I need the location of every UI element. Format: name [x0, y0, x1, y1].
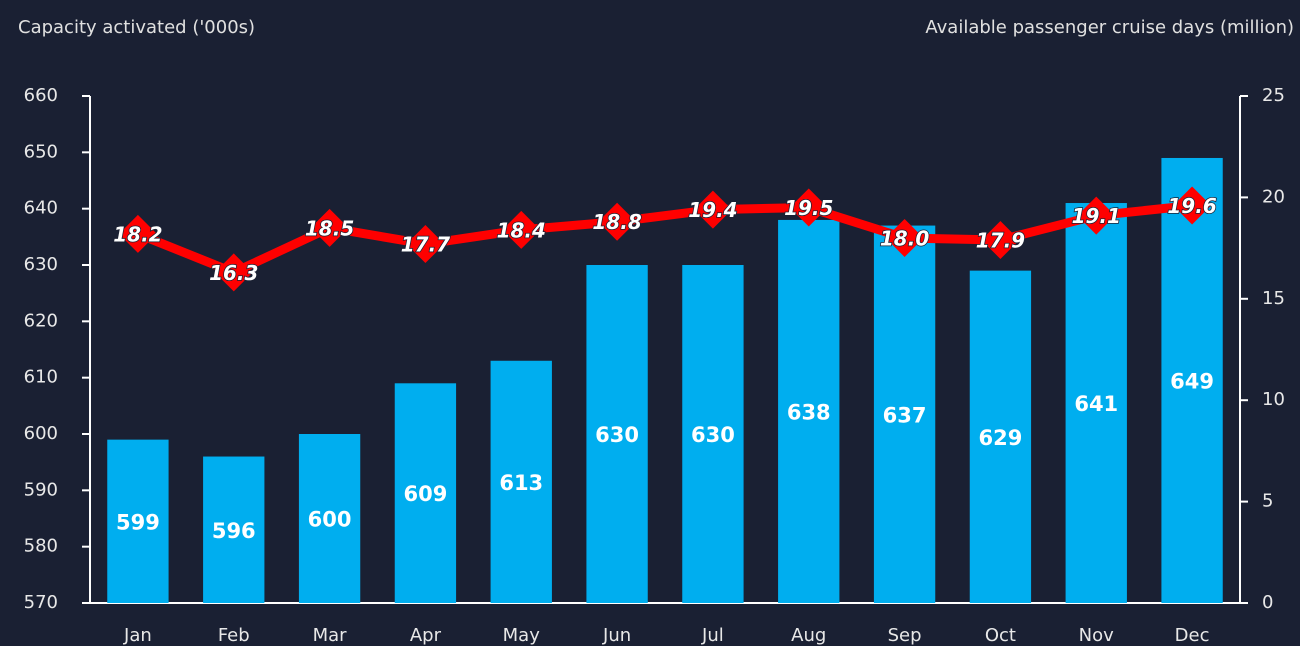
y-tick-label: 590	[24, 479, 58, 500]
line-marker	[885, 218, 924, 257]
y-tick-label: 570	[24, 592, 58, 613]
bar-value-label: 630	[691, 423, 735, 447]
bar	[490, 360, 552, 603]
y-tick-label: 580	[24, 536, 58, 557]
line-marker	[598, 202, 637, 241]
line-marker	[1173, 186, 1212, 225]
line-value-label: 18.0	[880, 226, 929, 250]
y-tick-label: 650	[24, 141, 58, 162]
bar	[873, 225, 936, 604]
y-tick-label: 660	[24, 85, 58, 106]
line-marker	[502, 210, 541, 249]
y2-tick-label: 15	[1262, 288, 1285, 309]
bar	[203, 456, 265, 603]
line-value-label: 18.2	[113, 222, 162, 246]
line-value-label: 19.5	[784, 196, 833, 220]
line-marker	[789, 188, 828, 227]
line-value-label: 16.3	[209, 261, 258, 285]
bar-value-label: 649	[1170, 369, 1214, 393]
bar	[107, 439, 169, 603]
bar-value-label: 609	[403, 482, 447, 506]
line-value-label: 18.5	[305, 216, 354, 240]
x-tick-label: May	[503, 625, 541, 646]
y-tick-label: 620	[24, 310, 58, 331]
line-value-label: 19.1	[1072, 204, 1121, 228]
line-value-label: 17.9	[976, 228, 1025, 252]
line-value-label: 17.7	[401, 233, 450, 257]
line-value-label: 18.4	[497, 218, 546, 242]
line-marker	[693, 190, 732, 229]
bar-value-label: 599	[116, 510, 160, 534]
line-marker	[118, 214, 157, 253]
x-tick-label: Sep	[888, 625, 922, 646]
line	[136, 201, 1193, 277]
y2-tick-label: 5	[1262, 491, 1273, 512]
x-tick-label: Nov	[1079, 625, 1114, 646]
x-tick-label: Aug	[791, 625, 826, 646]
x-tick-label: Oct	[985, 625, 1016, 646]
y2-tick-label: 0	[1262, 592, 1273, 613]
y2-tick-label: 25	[1262, 85, 1285, 106]
line-marker	[406, 225, 445, 264]
line-marker	[214, 253, 253, 292]
y-tick-label: 640	[24, 198, 58, 219]
bar	[298, 434, 361, 603]
bar-value-label: 630	[595, 423, 639, 447]
x-tick-label: Feb	[218, 625, 250, 646]
bar	[969, 270, 1032, 603]
bar-value-label: 638	[787, 400, 831, 424]
line-marker	[1077, 196, 1116, 235]
y-tick-label: 630	[24, 254, 58, 275]
bar	[1065, 203, 1127, 604]
line-value-label: 18.8	[592, 210, 641, 234]
line-marker	[310, 208, 349, 247]
y-tick-label: 600	[24, 423, 58, 444]
x-tick-label: Apr	[410, 625, 442, 646]
line-marker	[981, 220, 1020, 259]
bar-value-label: 613	[499, 471, 543, 495]
line-value-label: 19.4	[688, 198, 737, 222]
bar	[1161, 157, 1223, 603]
line-value-label: 19.6	[1167, 194, 1216, 218]
bar-value-label: 641	[1074, 392, 1118, 416]
bar	[394, 383, 457, 603]
bar	[586, 265, 648, 603]
bar-value-label: 596	[212, 519, 256, 543]
x-tick-label: Dec	[1175, 625, 1210, 646]
x-tick-label: Jun	[602, 625, 631, 646]
y-axis-title: Capacity activated ('000s)	[18, 17, 255, 38]
x-tick-label: Jul	[701, 625, 724, 646]
y2-tick-label: 20	[1262, 186, 1285, 207]
bar	[682, 265, 744, 603]
y2-tick-label: 10	[1262, 389, 1285, 410]
x-tick-label: Jan	[123, 625, 152, 646]
x-tick-label: Mar	[313, 625, 348, 646]
bar-value-label: 637	[883, 403, 927, 427]
y2-axis-title: Available passenger cruise days (million…	[925, 17, 1294, 38]
y-tick-label: 610	[24, 367, 58, 388]
bar-value-label: 629	[978, 426, 1022, 450]
bar-value-label: 600	[308, 508, 352, 532]
bar	[778, 219, 840, 603]
